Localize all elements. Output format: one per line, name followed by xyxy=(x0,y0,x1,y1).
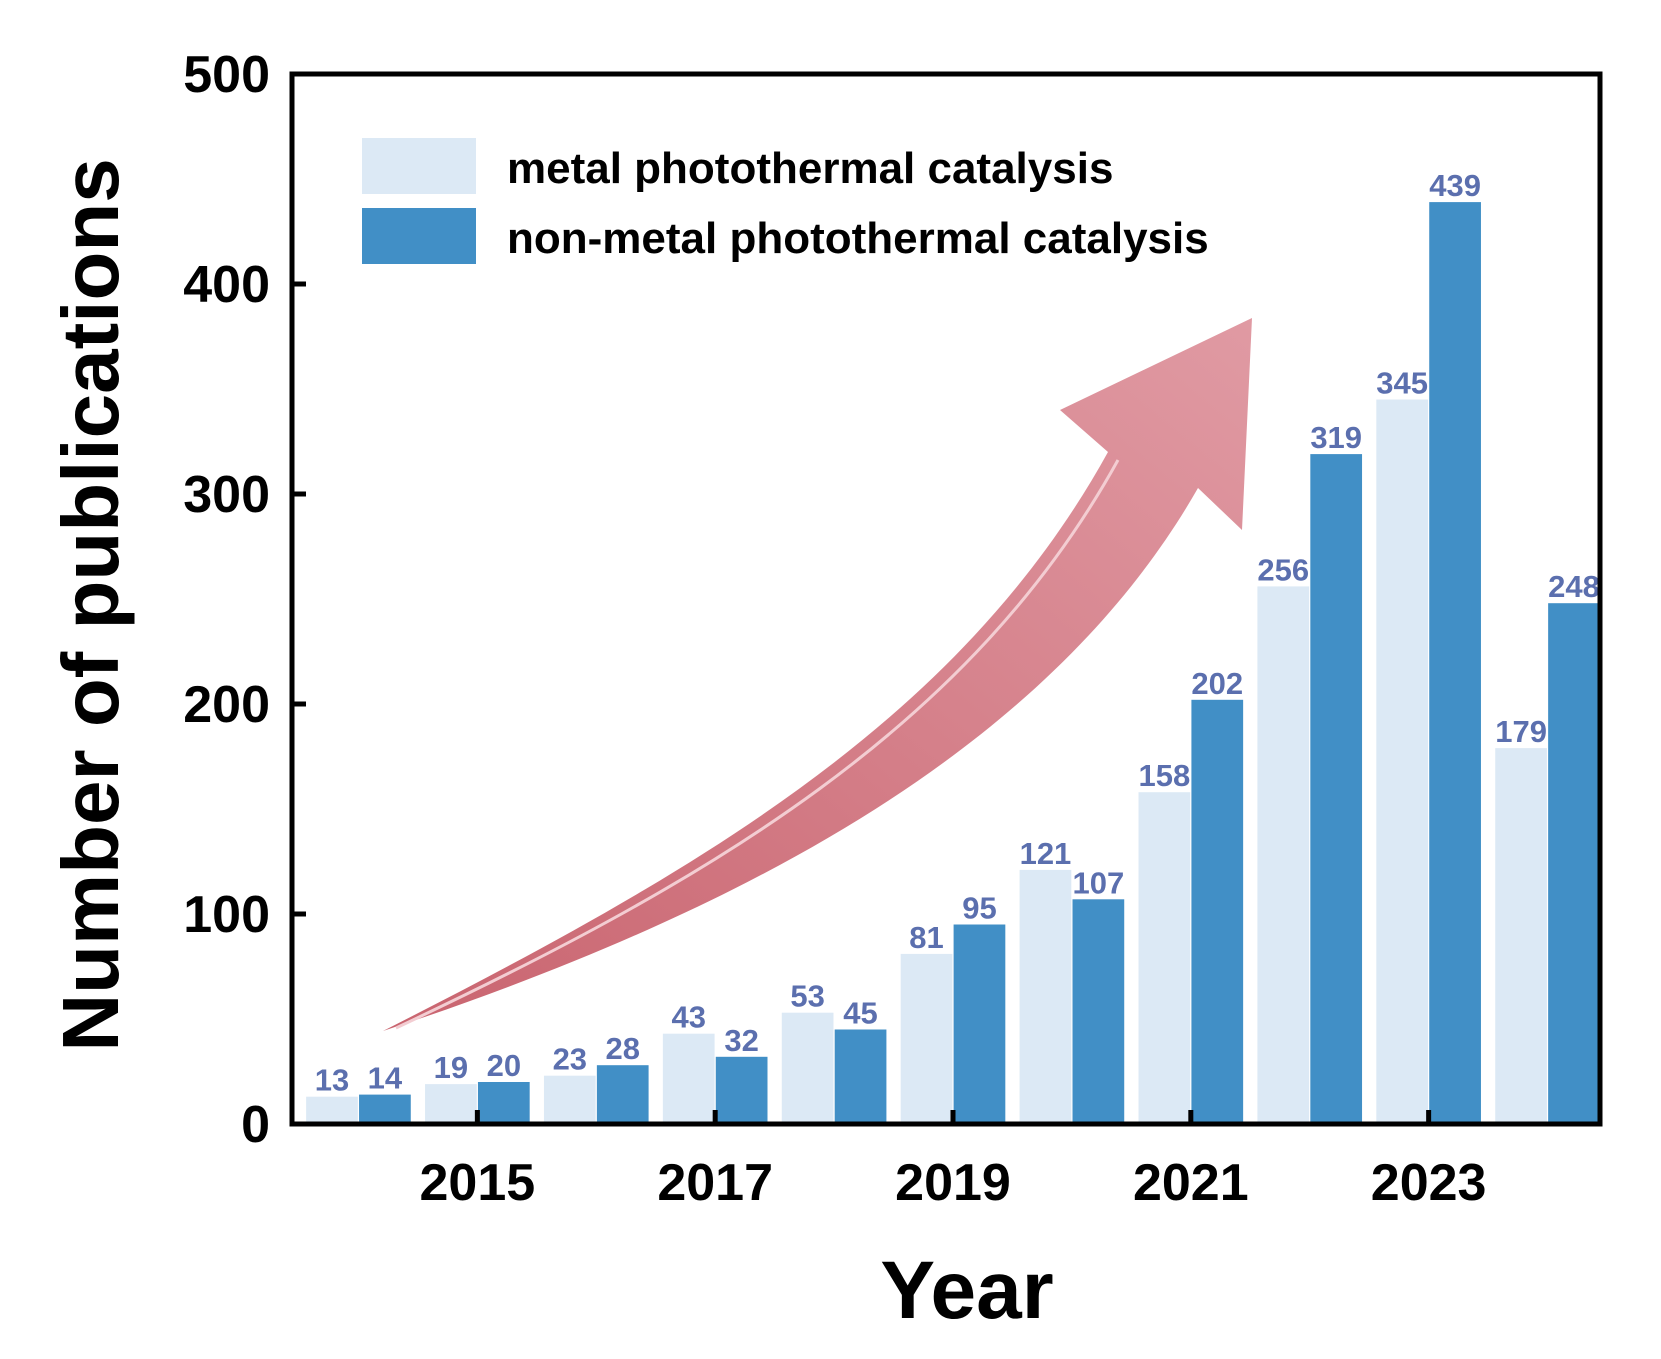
legend-swatch-metal xyxy=(362,138,476,194)
bar-non-metal xyxy=(1429,202,1481,1125)
data-label: 248 xyxy=(1548,569,1600,604)
data-label: 43 xyxy=(671,1000,705,1035)
bar-metal xyxy=(1495,748,1547,1124)
bar-metal xyxy=(306,1096,358,1124)
bar-non-metal xyxy=(1191,699,1244,1124)
legend-label-metal: metal photothermal catalysis xyxy=(507,144,1113,193)
x-tick-label: 2019 xyxy=(895,1154,1011,1212)
data-label: 107 xyxy=(1072,865,1124,900)
data-label: 32 xyxy=(724,1023,758,1058)
data-label: 53 xyxy=(790,979,824,1014)
trend-arrow xyxy=(383,318,1252,1031)
data-label: 20 xyxy=(487,1048,521,1083)
bar-metal xyxy=(543,1075,596,1124)
bar-non-metal xyxy=(953,924,1006,1124)
data-label: 319 xyxy=(1310,420,1362,455)
bar-metal xyxy=(662,1033,715,1124)
data-label: 45 xyxy=(843,996,877,1031)
data-labels-layer: 13 19 23 43 53 81 121 158 256 345 179 14 20 28 32 45 95 1… xyxy=(315,168,1600,1098)
data-label: 256 xyxy=(1257,552,1309,587)
bar-non-metal xyxy=(359,1094,411,1124)
bars-layer xyxy=(306,202,1600,1125)
data-label: 81 xyxy=(909,920,943,955)
y-tick-label: 500 xyxy=(183,46,270,104)
data-label: 19 xyxy=(434,1050,468,1085)
bar-non-metal xyxy=(715,1056,768,1124)
y-tick-label: 300 xyxy=(183,466,270,524)
legend-swatch-non-metal xyxy=(362,208,476,264)
bar-metal xyxy=(1019,869,1072,1124)
legend-label-non-metal: non-metal photothermal catalysis xyxy=(507,214,1209,263)
x-tick-labels: 2015 2017 2019 2021 2023 xyxy=(420,1154,1487,1212)
bar-non-metal xyxy=(596,1065,649,1124)
data-label: 14 xyxy=(368,1061,403,1096)
y-axis-title: Number of publications xyxy=(46,158,135,1051)
y-tick-label: 100 xyxy=(183,886,270,944)
data-label: 95 xyxy=(962,891,996,926)
bar-non-metal xyxy=(1072,899,1125,1124)
bar-metal xyxy=(1257,586,1310,1124)
bar-non-metal xyxy=(1548,603,1600,1124)
bar-metal xyxy=(425,1084,477,1124)
x-tick-label: 2017 xyxy=(657,1154,773,1212)
data-label: 23 xyxy=(553,1042,587,1077)
y-tick-label: 400 xyxy=(183,256,270,314)
bar-non-metal xyxy=(477,1082,530,1124)
x-axis-title: Year xyxy=(880,1245,1053,1336)
bar-non-metal xyxy=(1310,454,1363,1125)
x-tick-label: 2015 xyxy=(420,1154,536,1212)
y-tick-labels: 0 100 200 300 400 500 xyxy=(183,46,270,1154)
data-label: 345 xyxy=(1376,366,1428,401)
data-label: 158 xyxy=(1138,758,1190,793)
bar-metal xyxy=(781,1012,834,1124)
plot-frame xyxy=(289,71,1603,1127)
bar-non-metal xyxy=(834,1029,887,1124)
data-label: 28 xyxy=(605,1031,639,1066)
data-label: 121 xyxy=(1020,836,1072,871)
x-tick-label: 2021 xyxy=(1133,1154,1249,1212)
legend: metal photothermal catalysis non-metal p… xyxy=(362,138,1209,264)
data-label: 13 xyxy=(315,1063,349,1098)
x-tick-label: 2023 xyxy=(1371,1154,1487,1212)
bar-metal xyxy=(1376,399,1429,1124)
data-label: 179 xyxy=(1495,714,1547,749)
data-label: 439 xyxy=(1429,168,1481,203)
y-tick-label: 200 xyxy=(183,676,270,734)
bar-metal xyxy=(900,953,953,1124)
y-tick-label: 0 xyxy=(241,1096,270,1154)
axis-ticks xyxy=(292,71,1432,1127)
data-label: 202 xyxy=(1191,666,1243,701)
bar-metal xyxy=(1138,792,1191,1124)
